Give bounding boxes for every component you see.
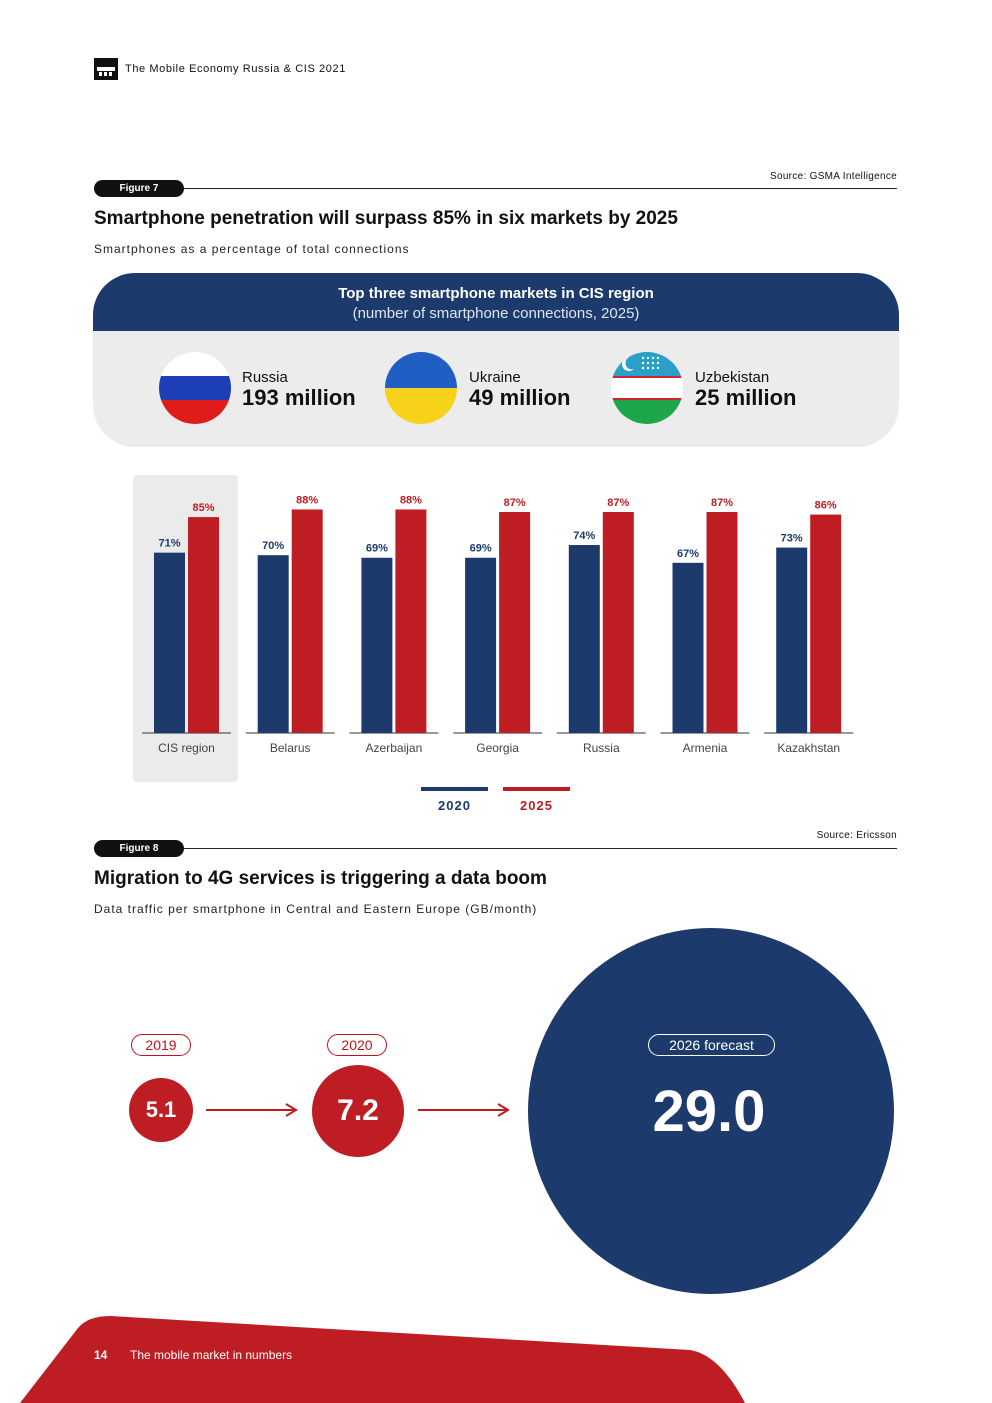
panel-title: Top three smartphone markets in CIS regi… <box>338 285 654 302</box>
value-circle-2026-forecast <box>528 928 894 1294</box>
bar-2020-kazakhstan <box>776 547 808 733</box>
bar-2020-cis-region <box>154 552 185 733</box>
country-name-uzbekistan: Uzbekistan <box>695 369 770 386</box>
country-name-ukraine: Ukraine <box>469 369 521 386</box>
bar-2020-armenia <box>672 562 704 733</box>
bar-2025-russia <box>602 512 634 733</box>
uzbekistan-flag-icon <box>611 352 683 424</box>
bar-2020-georgia <box>465 557 497 733</box>
bar-2025-kazakhstan <box>810 514 842 733</box>
bar-2020-azerbaijan <box>361 557 393 733</box>
data-label-2020-azerbaijan: 69% <box>366 543 388 555</box>
country-value-uzbekistan: 25 million <box>695 385 797 410</box>
year-pill-2026-forecast: 2026 forecast <box>648 1034 775 1056</box>
country-value-ukraine: 49 million <box>469 385 571 410</box>
bar-2025-cis-region <box>188 517 219 733</box>
footer-shape <box>20 1316 745 1403</box>
figure8-tag: Figure 8 <box>94 840 184 857</box>
year-pill-2020: 2020 <box>327 1034 387 1056</box>
figure7-title: Smartphone penetration will surpass 85% … <box>94 208 678 229</box>
gsma-logo <box>94 58 118 80</box>
cis-region-highlight <box>133 475 238 782</box>
value-circle-2020: 7.2 <box>312 1065 404 1157</box>
data-label-2020-kazakhstan: 73% <box>781 533 803 545</box>
category-label-kazakhstan: Kazakhstan <box>777 741 840 755</box>
data-label-2025-armenia: 87% <box>711 497 733 509</box>
legend-label-2020: 2020 <box>438 798 471 813</box>
figure8-title: Migration to 4G services is triggering a… <box>94 868 547 889</box>
figure7-rule <box>150 188 897 189</box>
bar-2020-belarus <box>257 555 289 733</box>
data-label-2025-kazakhstan: 86% <box>815 500 837 512</box>
bar-2025-armenia <box>706 512 738 733</box>
value-2026-forecast: 29.0 <box>652 1079 766 1144</box>
legend-swatch-2025 <box>503 787 570 791</box>
category-label-azerbaijan: Azerbaijan <box>366 741 423 755</box>
bar-2020-russia <box>568 545 600 733</box>
category-label-belarus: Belarus <box>270 741 311 755</box>
data-label-2025-russia: 87% <box>607 497 629 509</box>
figure7-tag: Figure 7 <box>94 180 184 197</box>
category-label-russia: Russia <box>583 741 620 755</box>
figure8-rule <box>150 848 897 849</box>
smartphone-penetration-bar-chart: 71% 85% CIS region 70% 88% Belarus 69% 88% Azerb… <box>142 494 854 755</box>
legend-label-2025: 2025 <box>520 798 553 813</box>
data-label-2020-russia: 74% <box>573 530 595 542</box>
data-label-2020-georgia: 69% <box>470 543 492 555</box>
year-pill-2019: 2019 <box>131 1034 191 1056</box>
data-label-2020-cis-region: 71% <box>158 538 180 550</box>
bar-2025-georgia <box>499 512 531 733</box>
legend-swatch-2020 <box>421 787 488 791</box>
figure7-subtitle: Smartphones as a percentage of total con… <box>94 242 410 256</box>
ukraine-flag-icon <box>385 352 457 424</box>
data-label-2020-belarus: 70% <box>262 540 284 552</box>
figure8-source: Source: Ericsson <box>816 830 897 841</box>
figure8-subtitle: Data traffic per smartphone in Central a… <box>94 902 538 916</box>
page-number: 14 <box>94 1348 108 1362</box>
panel-subtitle: (number of smartphone connections, 2025) <box>352 305 640 322</box>
russia-flag-icon <box>159 352 231 424</box>
category-label-armenia: Armenia <box>683 741 728 755</box>
country-value-russia: 193 million <box>242 385 356 410</box>
category-label-georgia: Georgia <box>476 741 519 755</box>
data-label-2025-azerbaijan: 88% <box>400 494 422 506</box>
document-title: The Mobile Economy Russia & CIS 2021 <box>125 63 346 75</box>
data-label-2025-belarus: 88% <box>296 494 318 506</box>
panel-header: Top three smartphone markets in CIS regi… <box>93 273 899 331</box>
category-label-cis-region: CIS region <box>158 741 215 755</box>
data-label-2025-cis-region: 85% <box>192 502 214 514</box>
value-circle-2019: 5.1 <box>129 1078 193 1142</box>
bar-2025-belarus <box>291 509 323 733</box>
data-label-2025-georgia: 87% <box>504 497 526 509</box>
bar-2025-azerbaijan <box>395 509 427 733</box>
footer-section: The mobile market in numbers <box>130 1348 293 1362</box>
country-name-russia: Russia <box>242 369 288 386</box>
figure7-source: Source: GSMA Intelligence <box>769 171 897 182</box>
top-markets-panel: Top three smartphone markets in CIS regi… <box>93 273 899 447</box>
data-label-2020-armenia: 67% <box>677 548 699 560</box>
arrow-right-icon <box>206 1103 298 1117</box>
arrow-right-icon <box>418 1103 510 1117</box>
